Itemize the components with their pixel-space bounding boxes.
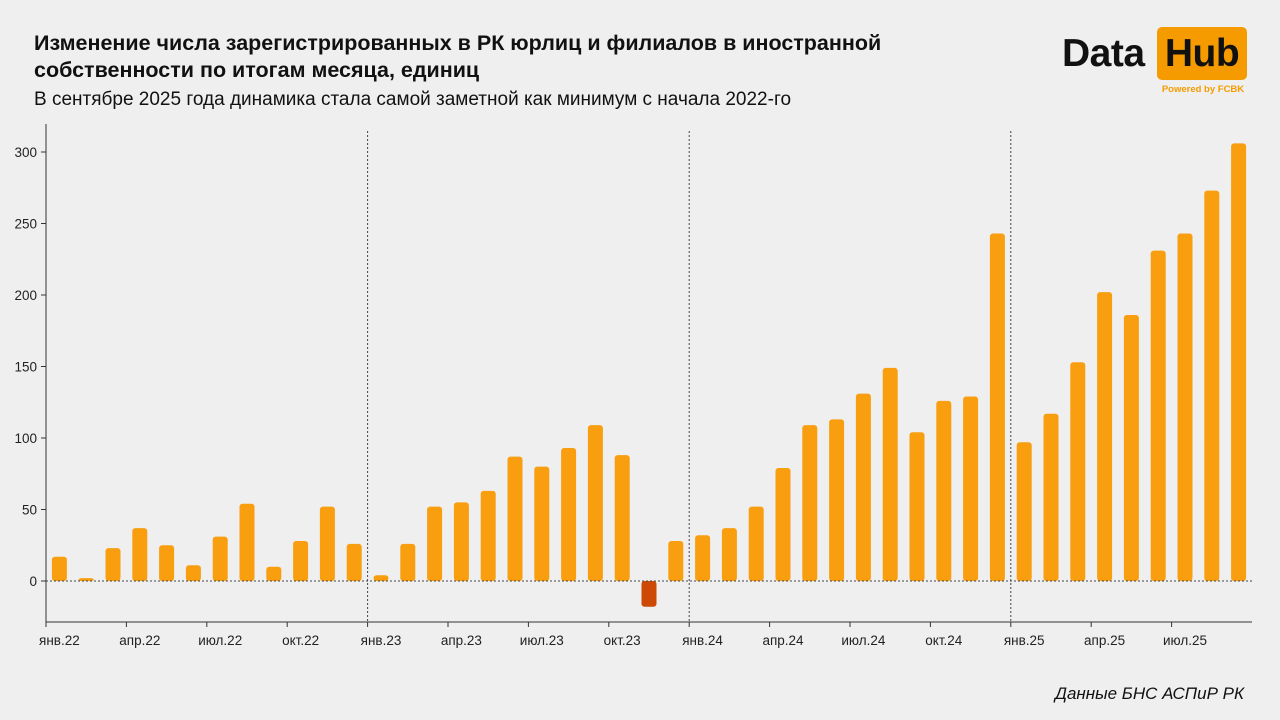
bar [963, 396, 979, 581]
bar [909, 432, 925, 581]
bar [641, 581, 657, 607]
bar [1204, 190, 1220, 582]
bar [480, 490, 496, 581]
x-tick-label: окт.24 [925, 633, 963, 648]
bar [132, 528, 148, 581]
x-tick-label: апр.25 [1084, 633, 1125, 648]
bar [266, 566, 282, 581]
bar [507, 456, 523, 581]
bar [561, 448, 577, 581]
bar [936, 400, 952, 581]
bar [775, 468, 791, 581]
bar [829, 419, 845, 581]
bar [239, 503, 255, 581]
x-tick-label: июл.25 [1163, 633, 1207, 648]
bar [1016, 442, 1032, 581]
bar [614, 455, 630, 581]
bar [855, 393, 871, 581]
data-source: Данные БНС АСПиР РК [1054, 684, 1244, 703]
x-tick-label: янв.23 [361, 633, 402, 648]
bar [400, 543, 416, 581]
bar [1070, 362, 1086, 581]
x-tick-label: окт.23 [604, 633, 641, 648]
bar [802, 425, 818, 581]
x-tick-label: июл.24 [841, 633, 886, 648]
y-tick-label: 250 [14, 217, 37, 232]
logo-powered-by: Powered by FCBK [1161, 84, 1245, 95]
x-tick-label: апр.23 [441, 633, 482, 648]
x-tick-label: окт.22 [282, 633, 319, 648]
x-tick-label: апр.24 [762, 633, 804, 648]
logo-word-hub: Hub [1157, 27, 1247, 80]
chart-title: Изменение числа зарегистрированных в РК … [34, 31, 882, 82]
bar [1177, 233, 1193, 581]
bar [453, 502, 469, 581]
y-tick-label: 100 [14, 431, 37, 446]
bar [319, 506, 335, 581]
bar [159, 545, 175, 581]
bar [427, 506, 443, 581]
x-tick-label: янв.24 [682, 633, 723, 648]
y-tick-label: 150 [14, 360, 37, 375]
bar [105, 548, 121, 581]
x-tick-label: июл.22 [198, 633, 242, 648]
bar [51, 556, 67, 581]
bar [78, 578, 94, 581]
bar [748, 506, 764, 581]
x-tick-label: янв.25 [1004, 633, 1045, 648]
y-tick-label: 0 [29, 574, 37, 589]
bar [373, 575, 389, 581]
bar [668, 540, 684, 581]
bar [1043, 413, 1059, 581]
chart-subtitle: В сентябре 2025 года динамика стала само… [34, 89, 792, 110]
y-tick-label: 300 [14, 145, 37, 160]
datahub-logo: Data Hub Powered by FCBK [1060, 26, 1250, 106]
bar [882, 367, 898, 581]
bar [293, 540, 309, 581]
x-tick-label: июл.23 [520, 633, 564, 648]
bar [534, 466, 550, 581]
y-tick-label: 200 [14, 288, 37, 303]
bar [721, 528, 737, 581]
bar [346, 543, 362, 581]
y-tick-label: 50 [22, 503, 37, 518]
x-tick-label: янв.22 [39, 633, 80, 648]
bar [989, 233, 1005, 581]
bar [587, 425, 603, 581]
bar [1150, 250, 1166, 582]
bar [1097, 292, 1113, 581]
bar [1123, 315, 1139, 581]
bar [695, 535, 711, 581]
bar [185, 565, 201, 581]
logo-word-data: Data [1062, 32, 1145, 75]
bar [1231, 143, 1247, 582]
bar [212, 536, 228, 581]
x-tick-label: апр.22 [119, 633, 160, 648]
